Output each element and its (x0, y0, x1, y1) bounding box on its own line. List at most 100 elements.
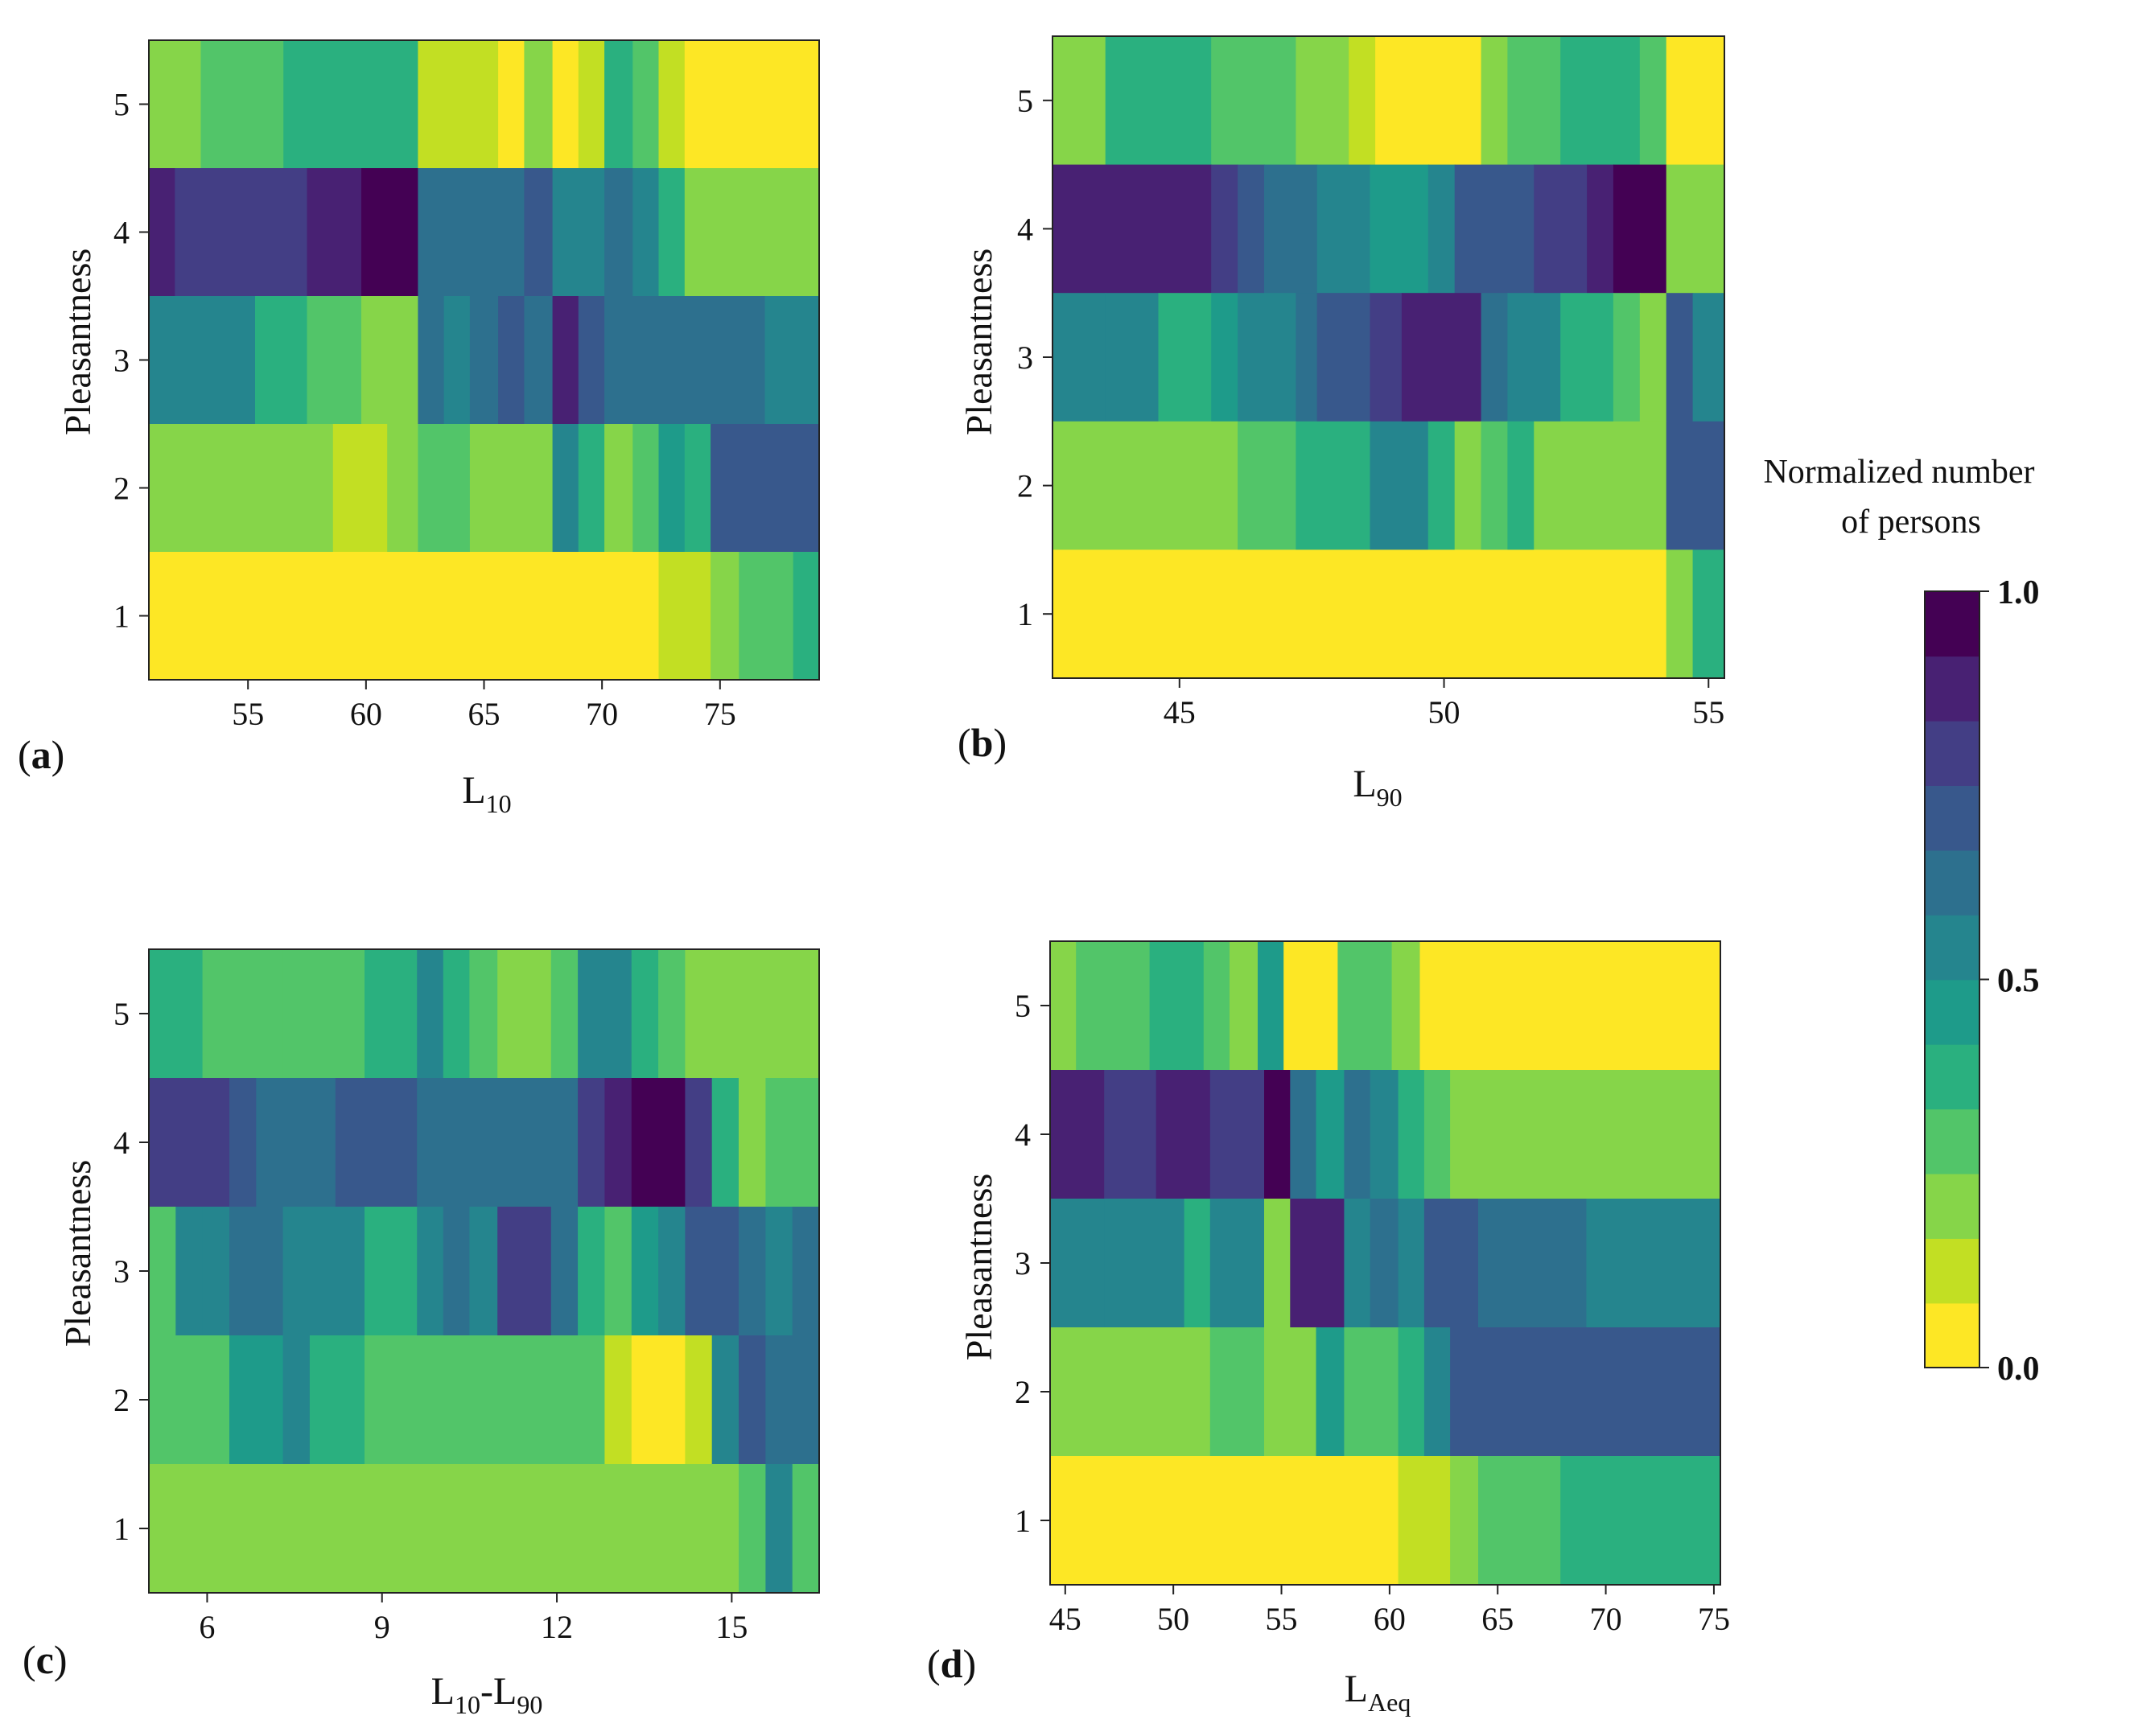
heatmap-cell-c-row3-18 (792, 1207, 820, 1336)
heatmap-cell-a-row4-10 (684, 168, 820, 297)
heatmap-cell-c-row3-0 (149, 1207, 177, 1336)
heatmap-cell-d-row4-2 (1156, 1070, 1211, 1199)
heatmap-cell-a-row3-1 (175, 296, 256, 425)
heatmap-cell-a-row4-4 (418, 168, 525, 297)
heatmap-cell-b-row5-5 (1349, 36, 1376, 166)
heatmap-cell-a-row3-4 (361, 296, 419, 425)
heatmap-cell-d-row4-0 (1050, 1070, 1105, 1199)
x-tick-label-a-65: 65 (468, 696, 501, 732)
y-tick-label-c-3: 3 (113, 1253, 130, 1290)
colorbar-block-3 (1925, 1109, 1979, 1174)
heatmap-cell-c-row2-4 (365, 1335, 606, 1465)
heatmap-cell-d-row5-1 (1076, 941, 1151, 1071)
x-tick-label-c-12: 12 (541, 1609, 573, 1645)
heatmap-cell-d-row4-7 (1344, 1070, 1371, 1199)
y-tick-label-d-1: 1 (1015, 1503, 1031, 1539)
y-tick-label-c-1: 1 (113, 1511, 130, 1547)
heatmap-cell-b-row5-4 (1296, 36, 1349, 166)
panel-d-xlabel: LAeq (1345, 1668, 1411, 1717)
heatmap-cell-d-row5-3 (1203, 941, 1230, 1071)
panel-a-ylabel: Pleasantness (57, 249, 98, 436)
heatmap-cell-a-row4-2 (307, 168, 362, 297)
heatmap-cell-b-row4-0 (1053, 164, 1212, 294)
y-tick-label-b-1: 1 (1017, 596, 1033, 632)
heatmap-cell-a-row4-9 (658, 168, 686, 297)
heatmap-cell-c-row4-8 (685, 1078, 713, 1207)
heatmap-cell-a-row2-8 (632, 424, 660, 553)
heatmap-cell-b-row3-11 (1560, 293, 1614, 422)
heatmap-cell-b-row3-4 (1238, 293, 1297, 422)
heatmap-cell-c-row3-2 (202, 1207, 230, 1336)
heatmap-cell-c-row3-1 (175, 1207, 204, 1336)
heatmap-cell-d-row4-11 (1450, 1070, 1721, 1199)
heatmap-cell-b-row3-3 (1211, 293, 1238, 422)
heatmap-cell-c-row3-7 (443, 1207, 471, 1336)
heatmap-cell-b-row5-9 (1560, 36, 1641, 166)
colorbar-blocks (1925, 591, 1979, 1368)
x-tick-label-d-50: 50 (1157, 1601, 1189, 1637)
y-tick-label-d-3: 3 (1015, 1245, 1031, 1281)
panel-d-ylabel: Pleasantness (958, 1174, 999, 1361)
heatmap-cell-c-row5-9 (550, 949, 579, 1079)
x-tick-label-b-50: 50 (1428, 694, 1460, 730)
heatmap-cell-c-row2-7 (685, 1335, 713, 1465)
heatmap-cell-a-row3-14 (764, 296, 820, 425)
heatmap-cell-a-row3-2 (255, 296, 308, 425)
heatmap-cell-b-row4-3 (1264, 164, 1318, 294)
heatmap-cell-b-row1-0 (1053, 549, 1667, 679)
heatmap-cell-c-row2-6 (631, 1335, 686, 1465)
x-tick-label-a-55: 55 (232, 696, 264, 732)
heatmap-cell-c-row3-17 (765, 1207, 793, 1336)
x-tick-label-c-15: 15 (715, 1609, 748, 1645)
heatmap-cell-d-row1-1 (1398, 1456, 1451, 1586)
x-tick-label-b-55: 55 (1692, 694, 1724, 730)
heatmap-cell-c-row4-10 (739, 1078, 767, 1207)
heatmap-cell-d-row3-11 (1586, 1199, 1721, 1328)
colorbar-block-8 (1925, 785, 1979, 851)
heatmap-cell-a-row4-6 (552, 168, 605, 297)
heatmap-cell-d-row3-4 (1264, 1199, 1291, 1328)
colorbar-block-9 (1925, 720, 1979, 786)
heatmap-cell-c-row1-2 (765, 1464, 793, 1594)
x-tick-label-b-45: 45 (1164, 694, 1196, 730)
colorbar-tick-label-1: 0.5 (1997, 963, 2040, 1000)
heatmap-cell-c-row3-15 (685, 1207, 739, 1336)
heatmap-cell-a-row4-3 (361, 168, 419, 297)
x-tick-label-d-75: 75 (1698, 1601, 1730, 1637)
panel-b-label: (b) (958, 720, 1007, 765)
heatmap-cell-c-row2-3 (309, 1335, 365, 1465)
heatmap-cell-b-row5-3 (1211, 36, 1297, 166)
panel-c-xlabel: L10-L90 (431, 1670, 543, 1719)
heatmap-cell-b-row3-7 (1370, 293, 1403, 422)
y-tick-label-a-1: 1 (113, 599, 130, 635)
heatmap-cell-d-row5-9 (1419, 941, 1721, 1071)
heatmap-cell-c-row3-14 (658, 1207, 686, 1336)
heatmap-cell-b-row2-1 (1238, 421, 1297, 551)
colorbar-title-line1: Normalized number (1763, 454, 2034, 491)
colorbar-block-2 (1925, 1173, 1979, 1239)
colorbar-block-6 (1925, 915, 1979, 981)
heatmap-cell-c-row2-8 (711, 1335, 739, 1465)
panel-a-label: (a) (18, 732, 64, 777)
heatmap-cell-b-row2-7 (1507, 421, 1535, 551)
x-tick-label-c-6: 6 (199, 1609, 215, 1645)
heatmap-cell-c-row4-2 (256, 1078, 336, 1207)
heatmap-cell-a-row4-5 (524, 168, 554, 297)
x-tick-label-d-45: 45 (1049, 1601, 1081, 1637)
panel-a-xlabel: L10 (462, 769, 511, 818)
heatmap-cell-c-row5-3 (282, 949, 365, 1079)
heatmap-cell-d-row4-3 (1209, 1070, 1265, 1199)
heatmap-cell-c-row3-5 (365, 1207, 418, 1336)
heatmap-cell-d-row4-5 (1290, 1070, 1317, 1199)
heatmap-cell-b-row4-7 (1454, 164, 1535, 294)
y-tick-label-d-5: 5 (1015, 988, 1031, 1024)
heatmap-cell-d-row5-5 (1258, 941, 1284, 1071)
colorbar-block-11 (1925, 591, 1979, 657)
heatmap-cell-a-row3-13 (658, 296, 766, 425)
heatmap-cell-c-row4-4 (417, 1078, 579, 1207)
heatmap-cell-b-row4-6 (1427, 164, 1456, 294)
heatmap-cell-c-row5-6 (443, 949, 471, 1079)
x-tick-label-d-70: 70 (1590, 1601, 1622, 1637)
heatmap-cell-a-row5-10 (658, 40, 686, 169)
